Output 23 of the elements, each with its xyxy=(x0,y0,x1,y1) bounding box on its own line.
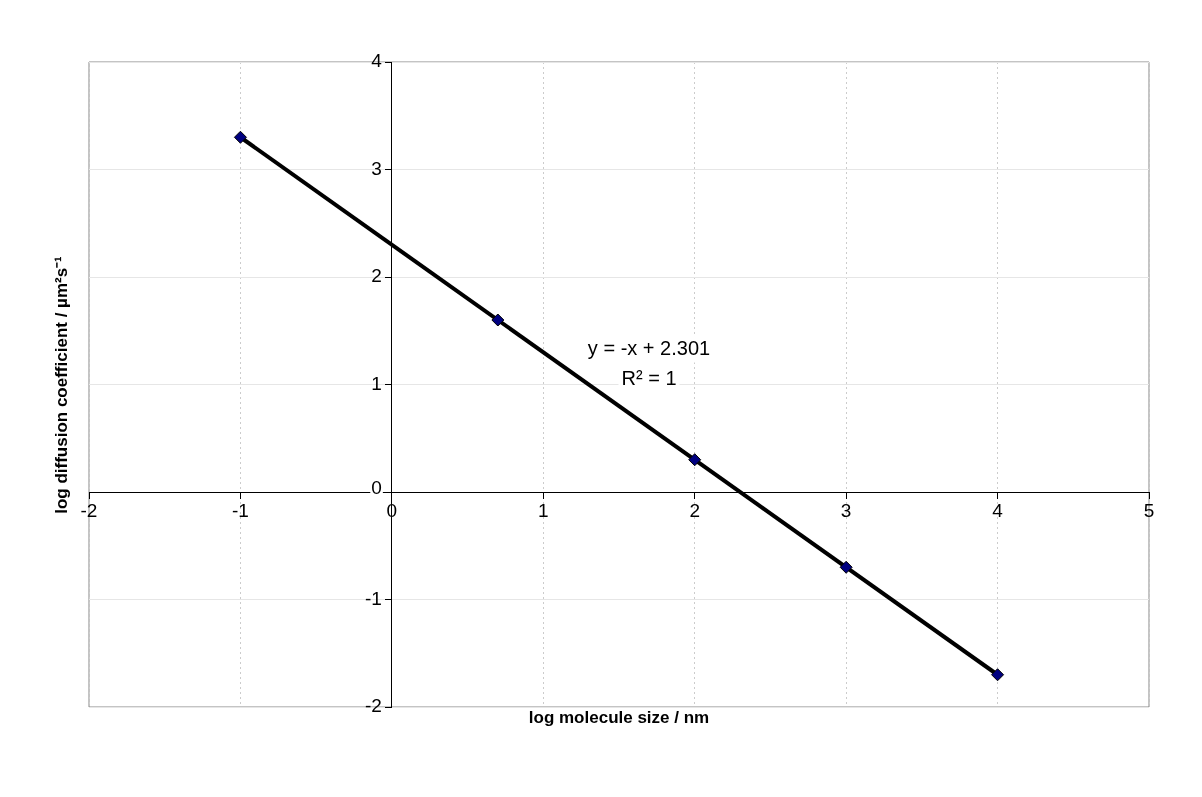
x-axis-title: log molecule size / nm xyxy=(528,708,710,727)
annotation: y = -x + 2.301 xyxy=(587,337,711,360)
point xyxy=(991,668,1005,682)
y-tick-label: -2 xyxy=(364,695,382,717)
x-tick-label: 4 xyxy=(992,499,1004,521)
x-tick-label: 5 xyxy=(1143,499,1155,521)
y-tick-label: 0 xyxy=(371,477,382,499)
x-tick-label: 3 xyxy=(840,499,852,521)
point xyxy=(839,560,853,574)
x-tick-label: 2 xyxy=(689,499,700,521)
x-tick-label: -2 xyxy=(80,499,98,521)
y-tick-label: 2 xyxy=(371,265,382,287)
y-tick-label: 3 xyxy=(371,157,382,179)
x-tick-label: -1 xyxy=(231,499,249,521)
x-tick-label: 1 xyxy=(538,499,549,521)
point xyxy=(491,313,505,327)
point xyxy=(233,130,247,144)
annotation: R² = 1 xyxy=(621,367,677,390)
y-axis-title: log diffusion coefficient / µm²s⁻¹ xyxy=(50,256,72,514)
y-tick-label: -1 xyxy=(364,587,382,609)
y-tick-label: 1 xyxy=(371,372,382,394)
y-tick-label: 4 xyxy=(371,50,383,72)
point xyxy=(688,453,702,467)
